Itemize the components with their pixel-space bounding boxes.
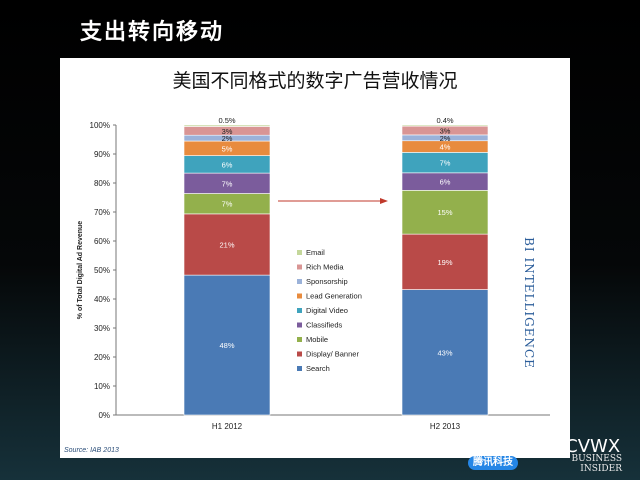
bar-segment bbox=[401, 124, 489, 127]
data-label: 5% bbox=[222, 144, 233, 153]
data-label: 2% bbox=[222, 134, 233, 143]
data-label: 2% bbox=[440, 134, 451, 143]
trend-arrow-head bbox=[380, 198, 388, 204]
legend-label: Search bbox=[306, 364, 330, 373]
data-label: 7% bbox=[440, 159, 451, 168]
legend-swatch bbox=[297, 293, 302, 299]
legend-swatch bbox=[297, 351, 302, 357]
tencent-tech-logo: 腾讯科技 bbox=[468, 456, 518, 470]
wechat-icon bbox=[450, 440, 472, 458]
publisher-line-2: INSIDER bbox=[580, 464, 622, 474]
publisher-line-1: BUSINESS bbox=[571, 454, 622, 464]
legend-swatch bbox=[297, 337, 302, 342]
legend-label: Sponsorship bbox=[306, 277, 348, 286]
data-label: 7% bbox=[222, 200, 233, 209]
chart-panel: 美国不同格式的数字广告营收情况 0% 10% 20% 30% 40% 50% 60% 70% 8… bbox=[60, 58, 570, 458]
legend-swatch bbox=[297, 250, 302, 255]
y-tick-label: 10% bbox=[94, 382, 110, 391]
data-label: 19% bbox=[437, 258, 452, 267]
data-label: 6% bbox=[222, 160, 233, 169]
y-tick-label: 50% bbox=[94, 266, 110, 275]
data-label: 48% bbox=[219, 341, 234, 350]
data-label: 3% bbox=[440, 127, 451, 136]
y-tick-label: 30% bbox=[94, 324, 110, 333]
legend-label: Email bbox=[306, 248, 325, 257]
bar-segment bbox=[401, 289, 489, 416]
source-note: Source: IAB 2013 bbox=[64, 447, 119, 454]
y-tick-label: 0% bbox=[98, 411, 110, 420]
bar-segment bbox=[183, 274, 271, 416]
bar-segment bbox=[183, 124, 271, 127]
slide-title: 支出转向移动 bbox=[80, 20, 225, 45]
y-tick-label: 40% bbox=[94, 295, 110, 304]
legend-label: Classifieds bbox=[306, 321, 343, 330]
legend-swatch bbox=[297, 366, 302, 371]
data-label: 43% bbox=[437, 348, 452, 357]
x-tick-label: H2 2013 bbox=[430, 422, 461, 431]
data-label: 7% bbox=[222, 179, 233, 188]
y-axis-title: % of Total Digital Ad Revenue bbox=[77, 221, 84, 320]
legend-swatch bbox=[297, 322, 302, 328]
legend-label: Mobile bbox=[306, 335, 328, 344]
bar-segment bbox=[401, 190, 489, 235]
x-tick-label: H1 2012 bbox=[212, 422, 243, 431]
wechat-id: 微信号: ZXCVWX bbox=[476, 436, 621, 457]
data-label: 3% bbox=[222, 127, 233, 136]
y-tick-label: 60% bbox=[94, 237, 110, 246]
y-tick-label: 70% bbox=[94, 208, 110, 217]
bi-intelligence-text: BI INTELLIGENCE bbox=[522, 237, 536, 369]
y-tick-label: 20% bbox=[94, 353, 110, 362]
legend-label: Digital Video bbox=[306, 306, 348, 315]
legend-swatch bbox=[297, 279, 302, 284]
stacked-bar-chart: 0% 10% 20% 30% 40% 50% 60% 70% 80% 90% 100% % of To… bbox=[77, 116, 550, 431]
data-label: 0.5% bbox=[218, 116, 235, 125]
bi-intelligence-logo: BI INTELLIGENCE bbox=[522, 237, 536, 369]
y-tick-label: 100% bbox=[90, 121, 110, 130]
y-tick-label: 90% bbox=[94, 150, 110, 159]
legend-swatch bbox=[297, 308, 302, 313]
legend-swatch bbox=[297, 264, 302, 270]
data-label: 0.4% bbox=[436, 116, 453, 125]
legend-label: Display/ Banner bbox=[306, 350, 359, 359]
y-tick-label: 80% bbox=[94, 179, 110, 188]
data-label: 21% bbox=[219, 240, 234, 249]
data-label: 6% bbox=[440, 178, 451, 187]
bar-segment bbox=[401, 233, 489, 290]
legend-label: Rich Media bbox=[306, 263, 344, 272]
chart-title: 美国不同格式的数字广告营收情况 bbox=[172, 70, 458, 92]
data-label: 15% bbox=[437, 208, 452, 217]
legend-label: Lead Generation bbox=[306, 292, 362, 301]
data-label: 4% bbox=[440, 143, 451, 152]
business-insider-logo: BUSINESS INSIDER bbox=[562, 454, 622, 474]
